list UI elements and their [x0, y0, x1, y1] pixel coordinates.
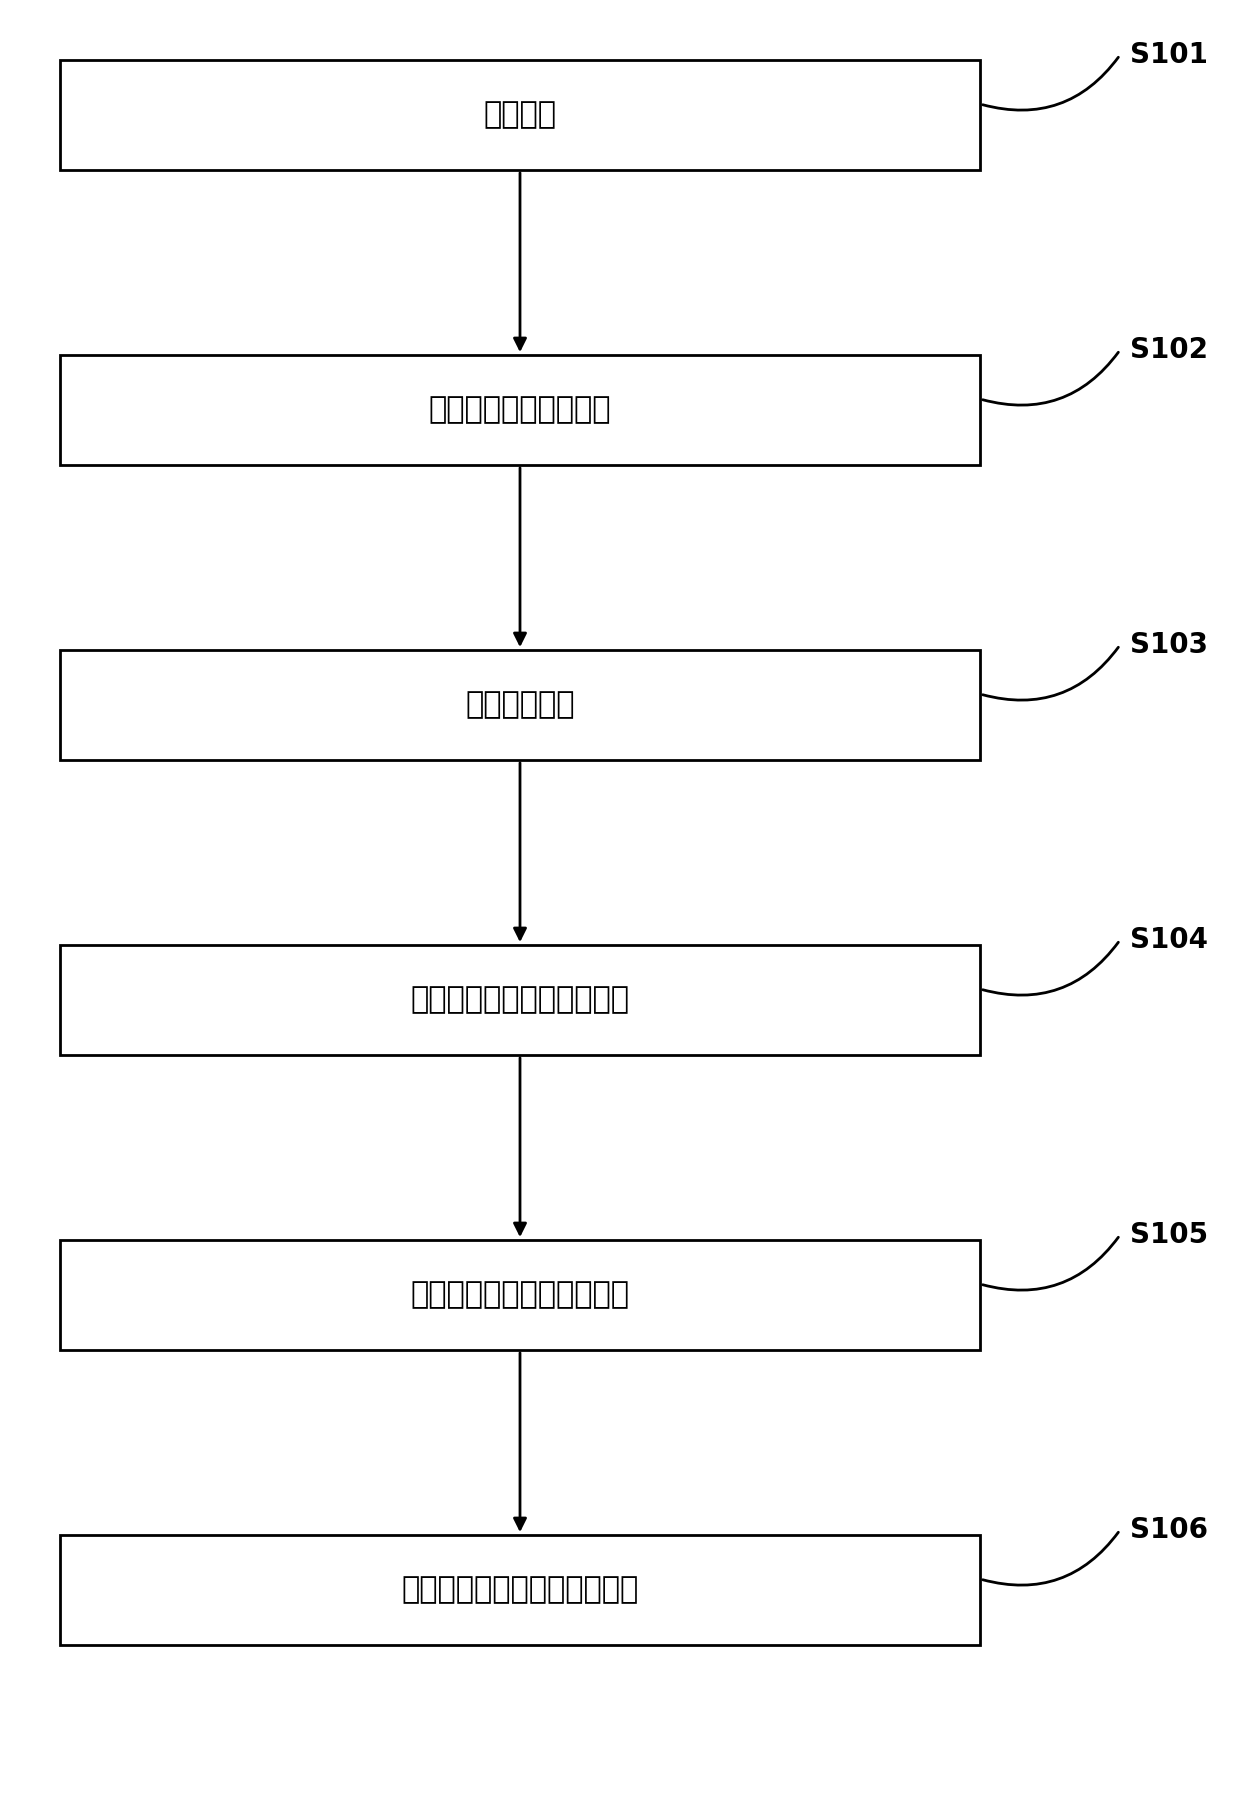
Bar	[60, 946, 980, 1054]
Bar	[60, 1240, 980, 1350]
Bar	[60, 60, 980, 170]
Text: 选取泥石流及山洪判定指标: 选取泥石流及山洪判定指标	[410, 986, 630, 1014]
Text: 计算峰值流量: 计算峰值流量	[465, 691, 575, 720]
Text: S105: S105	[1130, 1220, 1208, 1249]
Text: S104: S104	[1130, 926, 1208, 955]
Text: S106: S106	[1130, 1516, 1208, 1543]
Text: 溃决型泥石流及山洪险情预警: 溃决型泥石流及山洪险情预警	[402, 1576, 639, 1605]
Text: 计算溃决型泥石流临界条件: 计算溃决型泥石流临界条件	[410, 1280, 630, 1309]
Text: S102: S102	[1130, 336, 1208, 365]
Text: S103: S103	[1130, 632, 1208, 659]
Text: 堰塞湖危险性分级预警: 堰塞湖危险性分级预警	[429, 395, 611, 424]
Text: 获取参数: 获取参数	[484, 101, 557, 130]
Text: S101: S101	[1130, 42, 1208, 69]
Bar	[60, 1534, 980, 1644]
Bar	[60, 650, 980, 760]
Bar	[60, 356, 980, 466]
